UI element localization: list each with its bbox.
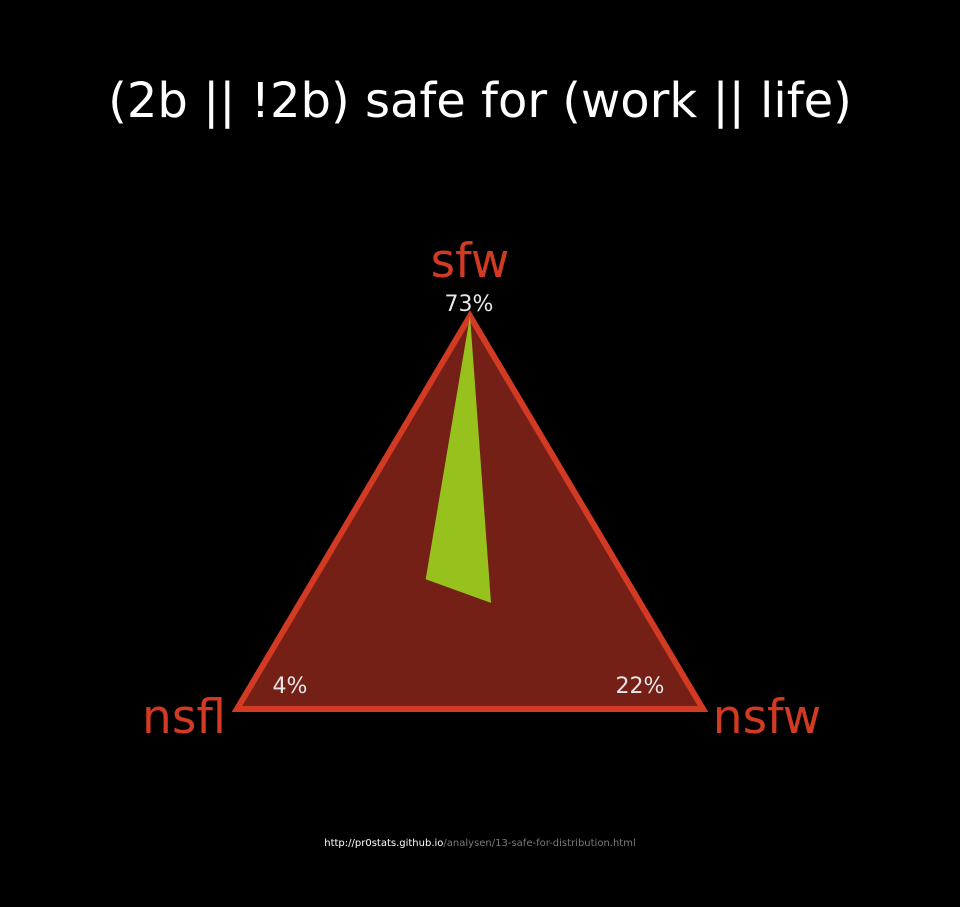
percent-label-sfw: 73%	[445, 292, 494, 317]
vertex-label-nsfw: nsfw	[713, 690, 821, 745]
vertex-label-sfw: sfw	[431, 234, 510, 289]
source-url[interactable]: http://pr0stats.github.io/analysen/13-sa…	[0, 837, 960, 851]
source-url-host[interactable]: http://pr0stats.github.io	[324, 838, 444, 849]
vertex-label-nsfl: nsfl	[142, 690, 226, 745]
percent-label-nsfl: 4%	[273, 674, 308, 699]
page-title: (2b || !2b) safe for (work || life)	[108, 73, 852, 129]
source-url-path[interactable]: /analysen/13-safe-for-distribution.html	[443, 838, 636, 849]
distribution-area	[425, 316, 491, 603]
percent-label-nsfw: 22%	[616, 674, 665, 699]
